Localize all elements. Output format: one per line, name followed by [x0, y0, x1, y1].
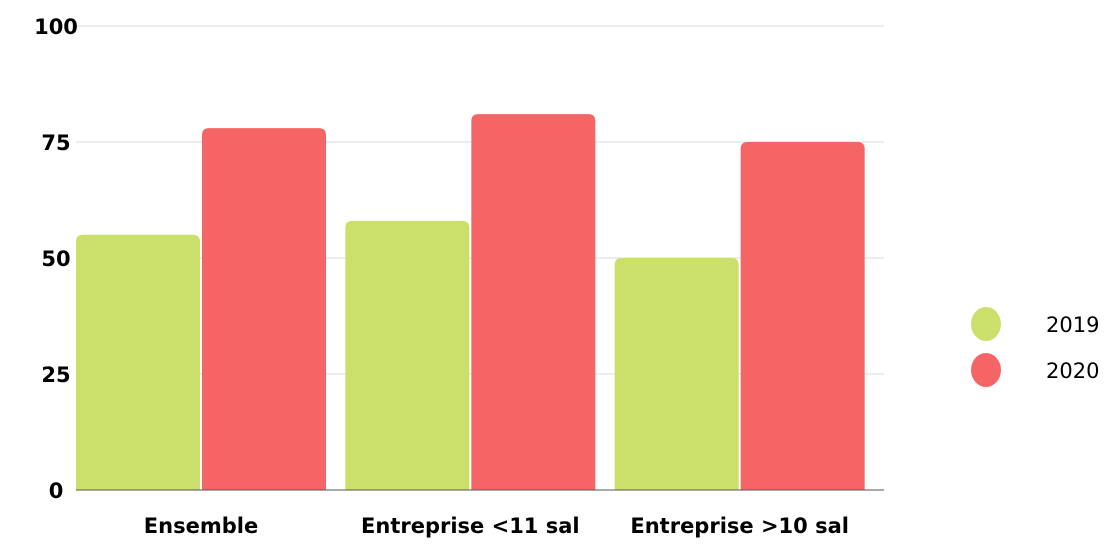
- category-label: Entreprise <11 sal: [361, 514, 580, 538]
- legend-label: 2019: [1046, 313, 1099, 337]
- legend-label: 2020: [1046, 359, 1099, 383]
- x-axis-category-labels: Ensemble Entreprise <11 sal Entreprise >10…: [144, 514, 849, 538]
- y-tick-label: 100: [34, 15, 78, 39]
- bar-2019-1: [76, 234, 200, 490]
- bars: [76, 114, 865, 490]
- y-axis-tick-labels: 0 25 50 75 100: [34, 15, 78, 503]
- y-tick-label: 25: [41, 363, 70, 387]
- legend-swatch-2020: [971, 353, 1001, 387]
- bar-2019-3: [614, 258, 739, 490]
- bar-2020-3: [740, 142, 865, 490]
- category-label: Ensemble: [144, 514, 258, 538]
- legend-swatch-2019: [971, 307, 1001, 341]
- legend: 2019 2020: [971, 307, 1099, 387]
- y-tick-label: 50: [41, 247, 70, 271]
- bar-2020-2: [471, 114, 596, 490]
- y-tick-label: 75: [41, 131, 70, 155]
- category-label: Entreprise >10 sal: [630, 514, 849, 538]
- y-tick-label: 0: [49, 479, 64, 503]
- bar-2019-2: [345, 220, 470, 490]
- bar-2020-1: [202, 128, 326, 490]
